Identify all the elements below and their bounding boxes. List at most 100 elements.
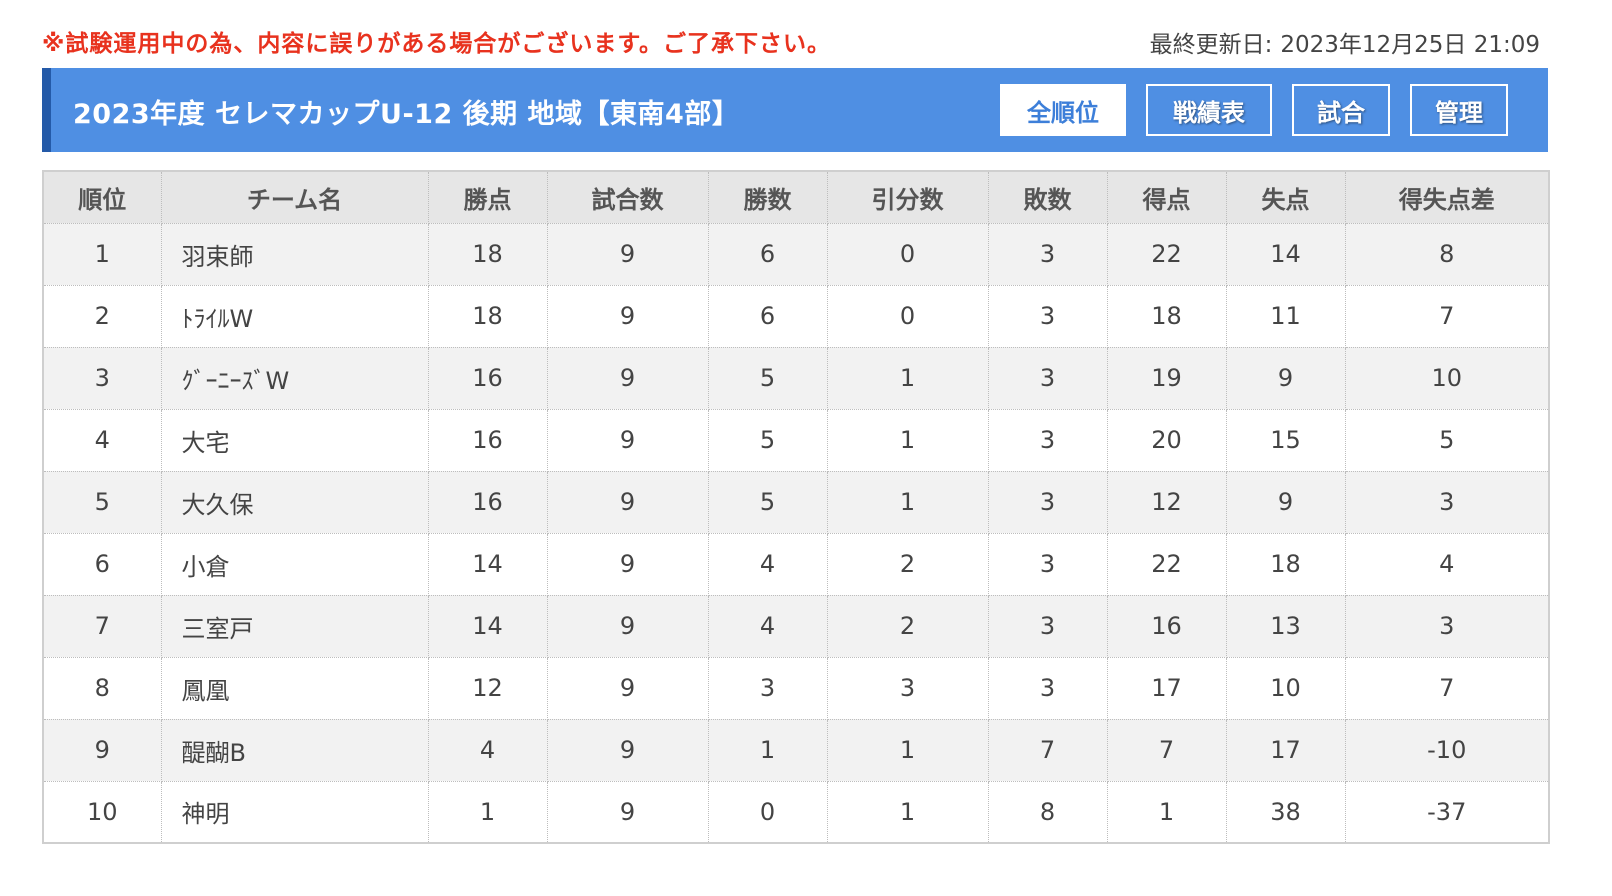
team-name-cell[interactable]: 大宅 xyxy=(160,408,429,472)
wins-cell: 0 xyxy=(707,780,828,844)
points-cell: 18 xyxy=(427,222,548,286)
goals-for-cell: 16 xyxy=(1106,594,1227,658)
goals-for-cell: 19 xyxy=(1106,346,1227,410)
table-row: 6 小倉 14 9 4 2 3 22 18 4 xyxy=(42,532,1550,596)
losses-cell: 3 xyxy=(987,470,1108,534)
goals-for-cell: 12 xyxy=(1106,470,1227,534)
nav-results-table-button[interactable]: 戦績表 xyxy=(1146,84,1272,136)
draws-cell: 1 xyxy=(826,718,989,782)
standings-table-wrapper: 順位 チーム名 勝点 試合数 勝数 引分数 敗数 得点 失点 得失点差 1 羽束… xyxy=(42,170,1550,844)
wins-cell: 4 xyxy=(707,594,828,658)
table-row: 9 醍醐B 4 9 1 1 7 7 17 -10 xyxy=(42,718,1550,782)
table-row: 8 鳳凰 12 9 3 3 3 17 10 7 xyxy=(42,656,1550,720)
wins-cell: 4 xyxy=(707,532,828,596)
header-team-name[interactable]: チーム名 xyxy=(160,170,429,224)
points-cell: 16 xyxy=(427,408,548,472)
standings-table: 順位 チーム名 勝点 試合数 勝数 引分数 敗数 得点 失点 得失点差 1 羽束… xyxy=(42,170,1550,844)
rank-cell: 6 xyxy=(42,532,162,596)
wins-cell: 1 xyxy=(707,718,828,782)
points-cell: 4 xyxy=(427,718,548,782)
team-name-cell[interactable]: ﾄﾗｲﾙW xyxy=(160,284,429,348)
goals-against-cell: 10 xyxy=(1225,656,1346,720)
team-name-cell[interactable]: 小倉 xyxy=(160,532,429,596)
table-header-row: 順位 チーム名 勝点 試合数 勝数 引分数 敗数 得点 失点 得失点差 xyxy=(42,170,1550,224)
wins-cell: 6 xyxy=(707,284,828,348)
header-games-played[interactable]: 試合数 xyxy=(546,170,709,224)
losses-cell: 3 xyxy=(987,346,1108,410)
games-cell: 9 xyxy=(546,284,709,348)
goals-for-cell: 22 xyxy=(1106,222,1227,286)
table-row: 4 大宅 16 9 5 1 3 20 15 5 xyxy=(42,408,1550,472)
wins-cell: 3 xyxy=(707,656,828,720)
goal-diff-cell: 10 xyxy=(1344,346,1550,410)
header-goals-for[interactable]: 得点 xyxy=(1106,170,1227,224)
losses-cell: 3 xyxy=(987,656,1108,720)
rank-cell: 2 xyxy=(42,284,162,348)
standings-body: 1 羽束師 18 9 6 0 3 22 14 8 2 ﾄﾗｲﾙW 18 9 6 … xyxy=(42,222,1550,844)
draws-cell: 0 xyxy=(826,222,989,286)
table-row: 1 羽束師 18 9 6 0 3 22 14 8 xyxy=(42,222,1550,286)
header-losses[interactable]: 敗数 xyxy=(987,170,1108,224)
rank-cell: 3 xyxy=(42,346,162,410)
goals-against-cell: 9 xyxy=(1225,346,1346,410)
wins-cell: 5 xyxy=(707,408,828,472)
last-updated-value: 2023年12月25日 21:09 xyxy=(1280,32,1540,58)
table-row: 3 ｸﾞｰﾆｰｽﾞW 16 9 5 1 3 19 9 10 xyxy=(42,346,1550,410)
games-cell: 9 xyxy=(546,346,709,410)
team-name-cell[interactable]: 鳳凰 xyxy=(160,656,429,720)
team-name-cell[interactable]: 三室戸 xyxy=(160,594,429,658)
nav-admin-button[interactable]: 管理 xyxy=(1410,84,1508,136)
team-name-cell[interactable]: 醍醐B xyxy=(160,718,429,782)
rank-cell: 1 xyxy=(42,222,162,286)
rank-cell: 8 xyxy=(42,656,162,720)
wins-cell: 5 xyxy=(707,470,828,534)
goals-for-cell: 1 xyxy=(1106,780,1227,844)
team-name-cell[interactable]: 羽束師 xyxy=(160,222,429,286)
team-name-cell[interactable]: 大久保 xyxy=(160,470,429,534)
table-row: 10 神明 1 9 0 1 8 1 38 -37 xyxy=(42,780,1550,844)
losses-cell: 3 xyxy=(987,594,1108,658)
rank-cell: 10 xyxy=(42,780,162,844)
goals-against-cell: 18 xyxy=(1225,532,1346,596)
team-name-cell[interactable]: ｸﾞｰﾆｰｽﾞW xyxy=(160,346,429,410)
draws-cell: 3 xyxy=(826,656,989,720)
wins-cell: 6 xyxy=(707,222,828,286)
header-wins[interactable]: 勝数 xyxy=(707,170,828,224)
rank-cell: 9 xyxy=(42,718,162,782)
goals-against-cell: 15 xyxy=(1225,408,1346,472)
goals-for-cell: 7 xyxy=(1106,718,1227,782)
points-cell: 16 xyxy=(427,346,548,410)
nav-all-standings-button[interactable]: 全順位 xyxy=(1000,84,1126,136)
trial-notice: ※試験運用中の為、内容に誤りがある場合がございます。ご了承下さい。 xyxy=(42,31,832,57)
losses-cell: 3 xyxy=(987,284,1108,348)
points-cell: 12 xyxy=(427,656,548,720)
header-draws[interactable]: 引分数 xyxy=(826,170,989,224)
team-name-cell[interactable]: 神明 xyxy=(160,780,429,844)
goals-for-cell: 18 xyxy=(1106,284,1227,348)
table-row: 5 大久保 16 9 5 1 3 12 9 3 xyxy=(42,470,1550,534)
header-rank[interactable]: 順位 xyxy=(42,170,162,224)
header-goal-difference[interactable]: 得失点差 xyxy=(1344,170,1550,224)
header-points[interactable]: 勝点 xyxy=(427,170,548,224)
goal-diff-cell: 3 xyxy=(1344,470,1550,534)
nav-matches-button[interactable]: 試合 xyxy=(1292,84,1390,136)
goals-for-cell: 17 xyxy=(1106,656,1227,720)
draws-cell: 1 xyxy=(826,346,989,410)
goals-against-cell: 38 xyxy=(1225,780,1346,844)
goal-diff-cell: -37 xyxy=(1344,780,1550,844)
header-goals-against[interactable]: 失点 xyxy=(1225,170,1346,224)
table-row: 2 ﾄﾗｲﾙW 18 9 6 0 3 18 11 7 xyxy=(42,284,1550,348)
draws-cell: 1 xyxy=(826,780,989,844)
games-cell: 9 xyxy=(546,408,709,472)
goal-diff-cell: 7 xyxy=(1344,656,1550,720)
goals-against-cell: 17 xyxy=(1225,718,1346,782)
goal-diff-cell: 7 xyxy=(1344,284,1550,348)
points-cell: 18 xyxy=(427,284,548,348)
games-cell: 9 xyxy=(546,656,709,720)
goals-for-cell: 20 xyxy=(1106,408,1227,472)
draws-cell: 1 xyxy=(826,470,989,534)
wins-cell: 5 xyxy=(707,346,828,410)
points-cell: 14 xyxy=(427,594,548,658)
losses-cell: 3 xyxy=(987,408,1108,472)
games-cell: 9 xyxy=(546,470,709,534)
